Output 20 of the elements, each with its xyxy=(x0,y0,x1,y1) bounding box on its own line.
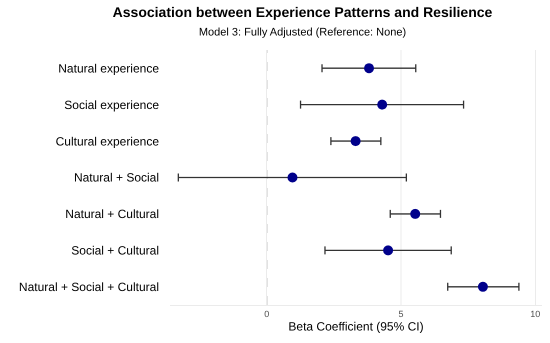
y-tick-label: Natural + Social + Cultural xyxy=(18,280,159,294)
y-tick-label: Social experience xyxy=(64,98,160,112)
point xyxy=(377,100,388,110)
chart-title: Association between Experience Patterns and Resilience xyxy=(112,4,493,20)
y-tick-label: Natural + Social xyxy=(74,170,159,185)
chart-subtitle: Model 3: Fully Adjusted (Reference: None) xyxy=(198,26,406,38)
x-tick-label: 10 xyxy=(530,308,540,319)
x-tick-label: 0 xyxy=(264,308,270,319)
x-axis-title: Beta Coefficient (95% CI) xyxy=(288,320,424,334)
point xyxy=(383,245,394,256)
y-tick-label: Natural + Cultural xyxy=(65,207,159,222)
y-tick-label: Social + Cultural xyxy=(71,244,159,258)
point xyxy=(287,172,298,182)
point xyxy=(478,282,488,292)
y-tick-label: Cultural experience xyxy=(56,134,160,148)
point xyxy=(364,63,374,74)
point xyxy=(410,208,420,219)
x-tick-label: 5 xyxy=(398,308,404,319)
point xyxy=(350,136,361,146)
y-tick-label: Natural experience xyxy=(58,61,160,76)
